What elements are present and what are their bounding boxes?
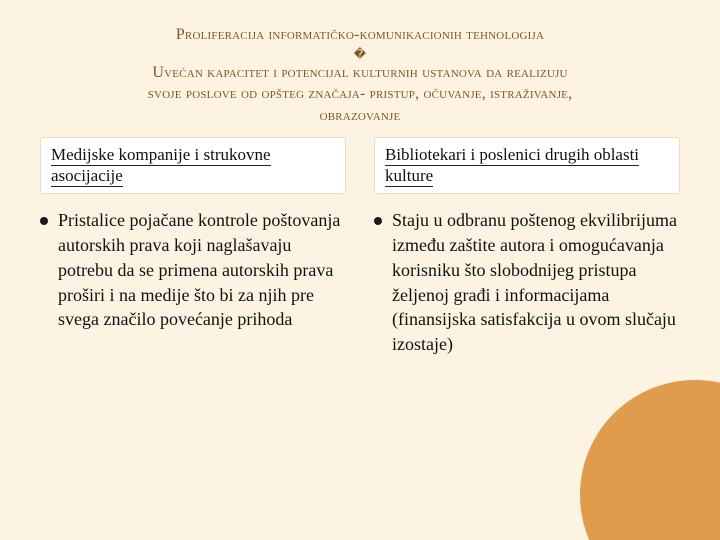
- column-right-body: Staju u odbranu poštenog ekvilibrijuma i…: [374, 208, 680, 357]
- heading-line-3: Uvećan kapacitet i potencijal kulturnih …: [40, 62, 680, 84]
- accent-circle: [580, 380, 720, 540]
- column-right: Bibliotekari i poslenici drugih oblasti …: [374, 137, 680, 357]
- bullet-icon: [374, 217, 382, 225]
- heading-line-1: Proliferacija informatičko-komunikacioni…: [40, 24, 680, 46]
- column-right-header: Bibliotekari i poslenici drugih oblasti …: [374, 137, 680, 195]
- column-right-text: Staju u odbranu poštenog ekvilibrijuma i…: [392, 208, 680, 357]
- column-left-text: Pristalice pojačane kontrole poštovanja …: [58, 208, 346, 332]
- heading-line-4: svoje poslove od opšteg značaja- pristup…: [40, 83, 680, 105]
- bullet-icon: [40, 217, 48, 225]
- slide: Proliferacija informatičko-komunikacioni…: [0, 0, 720, 540]
- heading-marker: �: [40, 46, 680, 62]
- slide-heading: Proliferacija informatičko-komunikacioni…: [40, 24, 680, 127]
- column-left-body: Pristalice pojačane kontrole poštovanja …: [40, 208, 346, 332]
- column-left-header: Medijske kompanije i strukovne asocijaci…: [40, 137, 346, 195]
- heading-line-5: obrazovanje: [40, 105, 680, 127]
- column-left: Medijske kompanije i strukovne asocijaci…: [40, 137, 346, 357]
- two-column-layout: Medijske kompanije i strukovne asocijaci…: [40, 137, 680, 357]
- column-right-header-text: Bibliotekari i poslenici drugih oblasti …: [385, 145, 639, 187]
- column-left-header-text: Medijske kompanije i strukovne asocijaci…: [51, 145, 271, 187]
